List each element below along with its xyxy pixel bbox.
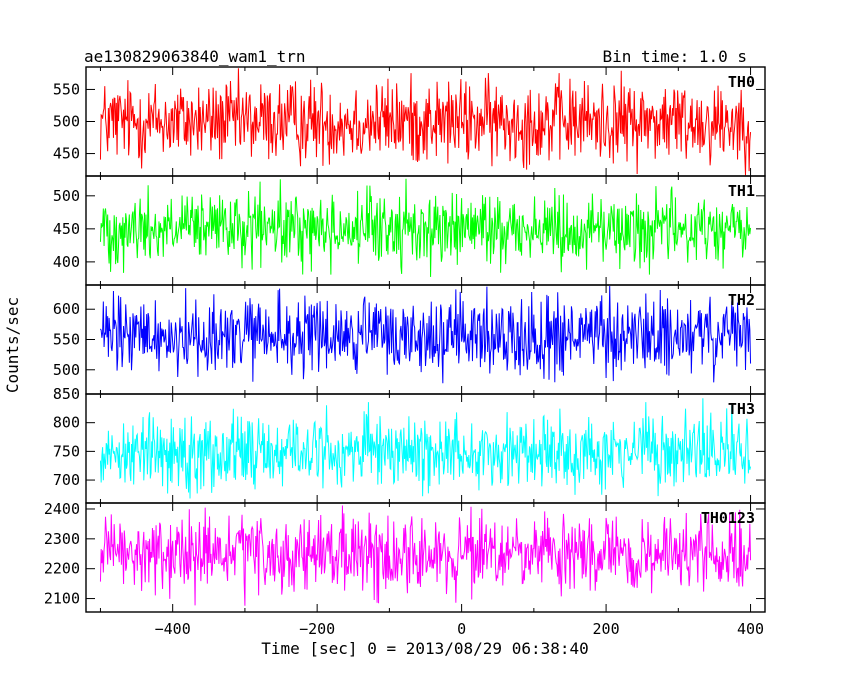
y-tick-label: 400 [53, 253, 80, 271]
y-tick-label: 2200 [44, 560, 80, 578]
series-line-th2 [100, 285, 752, 384]
y-tick-label: 2400 [44, 500, 80, 518]
x-tick-label: −200 [299, 620, 335, 638]
series-line-th0123 [99, 505, 752, 606]
panel-frame-th0123 [85, 502, 766, 613]
y-tick-label: 500 [53, 113, 80, 131]
x-tick-label: 400 [737, 620, 764, 638]
panel-th1: 400 450 500 TH1 [53, 175, 766, 286]
y-tick-label: 750 [53, 442, 80, 460]
panel-label-th1: TH1 [728, 182, 755, 200]
panel-th0123: 2100 2200 2300 2400 TH0123 [44, 500, 766, 613]
series-line-th1 [99, 178, 752, 277]
chart-title: ae130829063840_wam1_trn [84, 47, 306, 66]
panel-frame-th1 [85, 175, 766, 286]
y-tick-label: 450 [53, 220, 80, 238]
bin-time-label: Bin time: 1.0 s [603, 47, 748, 66]
y-tick-label: 2300 [44, 530, 80, 548]
panel-th2: 500 550 600 TH2 [53, 284, 766, 395]
y-axis-title: Counts/sec [3, 297, 22, 393]
y-tick-label: 550 [53, 331, 80, 349]
panel-label-th0: TH0 [728, 73, 755, 91]
y-tick-label: 2100 [44, 590, 80, 608]
series-line-th3 [99, 398, 752, 499]
x-tick-label: 0 [457, 620, 466, 638]
panel-label-th2: TH2 [728, 291, 755, 309]
y-tick-label: 500 [53, 187, 80, 205]
series-line-th0 [99, 68, 752, 176]
y-tick-label: 550 [53, 80, 80, 98]
y-tick-label: 600 [53, 300, 80, 318]
panel-th0: 450 500 550 TH0 [53, 66, 766, 177]
x-axis-title: Time [sec] 0 = 2013/08/29 06:38:40 [261, 639, 589, 658]
y-tick-label: 700 [53, 471, 80, 489]
panel-label-th3: TH3 [728, 400, 755, 418]
y-tick-label: 450 [53, 145, 80, 163]
x-tick-label: 200 [593, 620, 620, 638]
panel-label-th0123: TH0123 [701, 509, 755, 527]
y-tick-label: 800 [53, 414, 80, 432]
y-tick-label: 500 [53, 361, 80, 379]
y-tick-label: 850 [53, 385, 80, 403]
panel-th3: 700 750 800 850 TH3 [53, 385, 766, 504]
x-tick-label: −400 [155, 620, 191, 638]
